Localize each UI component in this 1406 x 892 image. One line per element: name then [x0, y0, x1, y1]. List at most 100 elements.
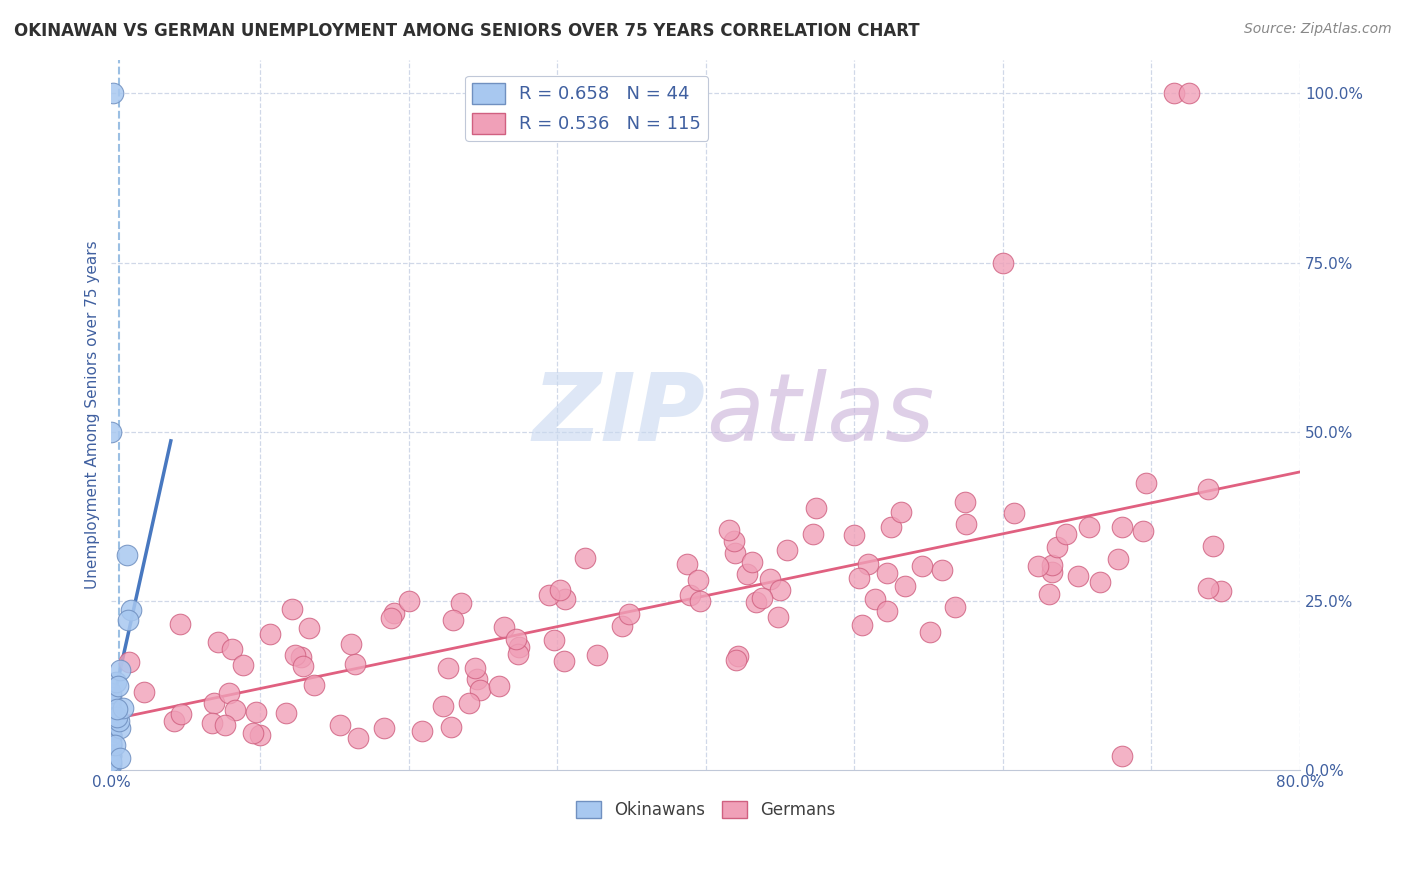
Point: [876, 604, 898, 618]
Point: [610, 619, 633, 633]
Point: [759, 573, 782, 587]
Point: [880, 519, 903, 533]
Point: [723, 533, 745, 548]
Point: [232, 657, 254, 672]
Point: [679, 589, 702, 603]
Point: [769, 583, 792, 598]
Point: [505, 632, 527, 647]
Point: [508, 640, 530, 655]
Point: [100, 712, 122, 726]
Point: [100, 738, 122, 752]
Point: [284, 648, 307, 663]
Point: [100, 711, 122, 725]
Point: [100, 712, 122, 726]
Point: [100, 754, 122, 768]
Point: [100, 704, 122, 718]
Point: [586, 648, 609, 663]
Point: [214, 718, 236, 732]
Point: [107, 714, 129, 728]
Point: [1107, 552, 1129, 566]
Point: [100, 728, 122, 742]
Point: [1088, 574, 1111, 589]
Point: [488, 679, 510, 693]
Point: [340, 637, 363, 651]
Point: [801, 527, 824, 541]
Point: [100, 728, 122, 742]
Point: [382, 606, 405, 620]
Point: [115, 548, 138, 562]
Point: [104, 675, 127, 690]
Point: [290, 649, 312, 664]
Point: [1077, 519, 1099, 533]
Point: [538, 587, 561, 601]
Point: [574, 551, 596, 566]
Point: [741, 555, 763, 569]
Point: [955, 516, 977, 531]
Point: [274, 706, 297, 720]
Point: [100, 728, 122, 742]
Point: [1197, 482, 1219, 496]
Point: [543, 633, 565, 648]
Point: [1111, 520, 1133, 534]
Point: [776, 542, 799, 557]
Point: [298, 621, 321, 635]
Point: [931, 563, 953, 577]
Point: [100, 758, 122, 772]
Point: [329, 718, 352, 732]
Point: [100, 720, 122, 734]
Point: [110, 663, 132, 677]
Point: [100, 748, 122, 763]
Point: [918, 625, 941, 640]
Point: [724, 653, 747, 667]
Text: OKINAWAN VS GERMAN UNEMPLOYMENT AMONG SENIORS OVER 75 YEARS CORRELATION CHART: OKINAWAN VS GERMAN UNEMPLOYMENT AMONG SE…: [14, 22, 920, 40]
Point: [1111, 749, 1133, 764]
Point: [450, 595, 472, 609]
Point: [100, 737, 122, 751]
Point: [100, 714, 122, 728]
Point: [506, 647, 529, 661]
Legend: Okinawans, Germans: Okinawans, Germans: [569, 794, 842, 826]
Point: [458, 696, 481, 710]
Point: [441, 613, 464, 627]
Point: [120, 602, 142, 616]
Point: [100, 723, 122, 737]
Point: [170, 706, 193, 721]
Point: [1046, 540, 1069, 554]
Point: [281, 602, 304, 616]
Point: [851, 618, 873, 632]
Point: [200, 716, 222, 731]
Point: [245, 706, 267, 720]
Point: [804, 501, 827, 516]
Point: [347, 731, 370, 745]
Point: [101, 87, 124, 101]
Point: [617, 607, 640, 621]
Point: [104, 738, 127, 752]
Point: [991, 255, 1014, 269]
Point: [865, 592, 887, 607]
Point: [440, 720, 463, 734]
Point: [100, 703, 122, 717]
Point: [1067, 569, 1090, 583]
Point: [735, 567, 758, 582]
Point: [100, 756, 122, 770]
Point: [890, 505, 912, 519]
Point: [343, 657, 366, 671]
Point: [100, 733, 122, 747]
Point: [108, 721, 131, 735]
Point: [911, 558, 934, 573]
Point: [398, 594, 420, 608]
Point: [117, 613, 139, 627]
Point: [373, 721, 395, 735]
Point: [304, 678, 326, 692]
Point: [686, 573, 709, 587]
Point: [894, 578, 917, 592]
Point: [689, 593, 711, 607]
Point: [242, 725, 264, 739]
Point: [1132, 524, 1154, 538]
Point: [1177, 87, 1199, 101]
Point: [100, 739, 122, 753]
Point: [1209, 584, 1232, 599]
Text: ZIP: ZIP: [533, 368, 706, 461]
Point: [1202, 539, 1225, 553]
Point: [842, 528, 865, 542]
